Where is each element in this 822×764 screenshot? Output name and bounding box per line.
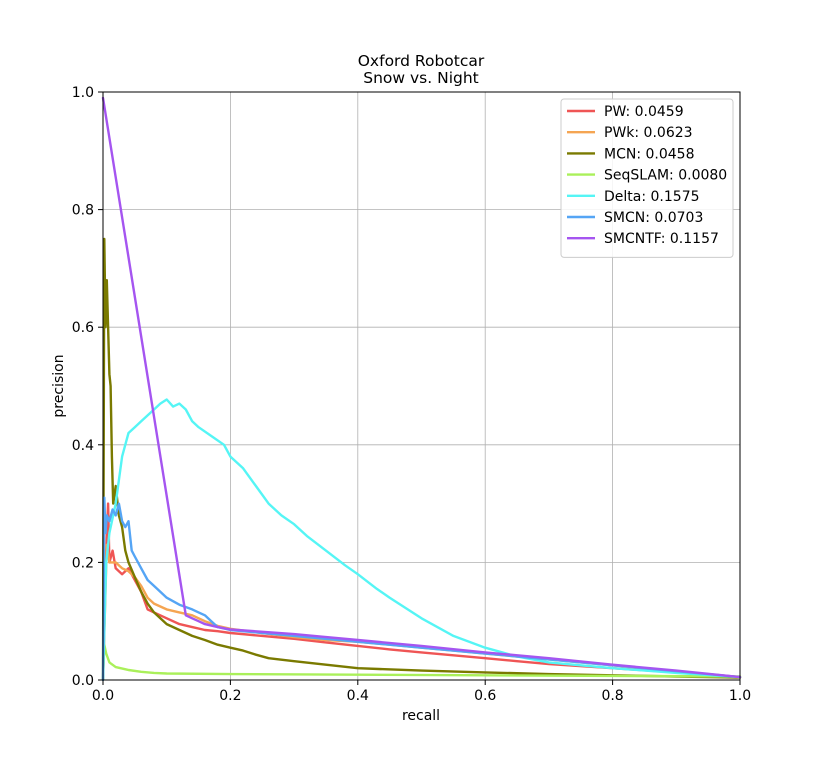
legend-label-pw: PW: 0.0459 [604,104,684,120]
y-ticks: 0.0 0.2 0.4 0.6 0.8 1.0 [72,85,103,689]
chart-subtitle: Snow vs. Night [363,69,479,87]
series-line-pw [101,502,742,682]
legend-label-pwk: PWk: 0.0623 [604,125,693,141]
x-tick-label: 0.4 [347,688,369,704]
series-group [101,96,742,682]
plot-frame [102,91,741,681]
y-tick-label: 0.8 [72,203,94,219]
x-tick-label: 0.6 [474,688,496,704]
x-tick-label: 0.2 [219,688,241,704]
series-line-smcntf [101,96,742,679]
x-tick-label: 1.0 [729,688,751,704]
y-tick-label: 0.2 [72,555,94,571]
legend-label-seqslam: SeqSLAM: 0.0080 [604,168,727,184]
legend-label-smcntf: SMCNTF: 0.1157 [604,231,719,247]
y-axis-label: precision [51,354,67,417]
y-tick-label: 0.6 [72,320,94,336]
legend-label-smcn: SMCN: 0.0703 [604,210,703,226]
chart-title: Oxford Robotcar [358,52,485,70]
y-tick-label: 0.0 [72,673,94,689]
legend-label-mcn: MCN: 0.0458 [604,146,694,162]
x-ticks: 0.0 0.2 0.4 0.6 0.8 1.0 [92,680,751,704]
series-line-smcn [101,496,742,682]
legend-label-delta: Delta: 0.1575 [604,189,700,205]
y-tick-label: 1.0 [72,85,94,101]
series-line-delta [101,398,742,682]
x-tick-label: 0.0 [92,688,114,704]
legend-box [560,98,734,258]
x-axis-label: recall [402,708,440,724]
legend: PW: 0.0459 PWk: 0.0623 MCN: 0.0458 SeqSLAM:… [560,98,734,258]
series-line-seqslam [101,643,742,682]
y-tick-label: 0.4 [72,438,94,454]
series-line-mcn [101,237,742,682]
x-tick-label: 0.8 [601,688,623,704]
